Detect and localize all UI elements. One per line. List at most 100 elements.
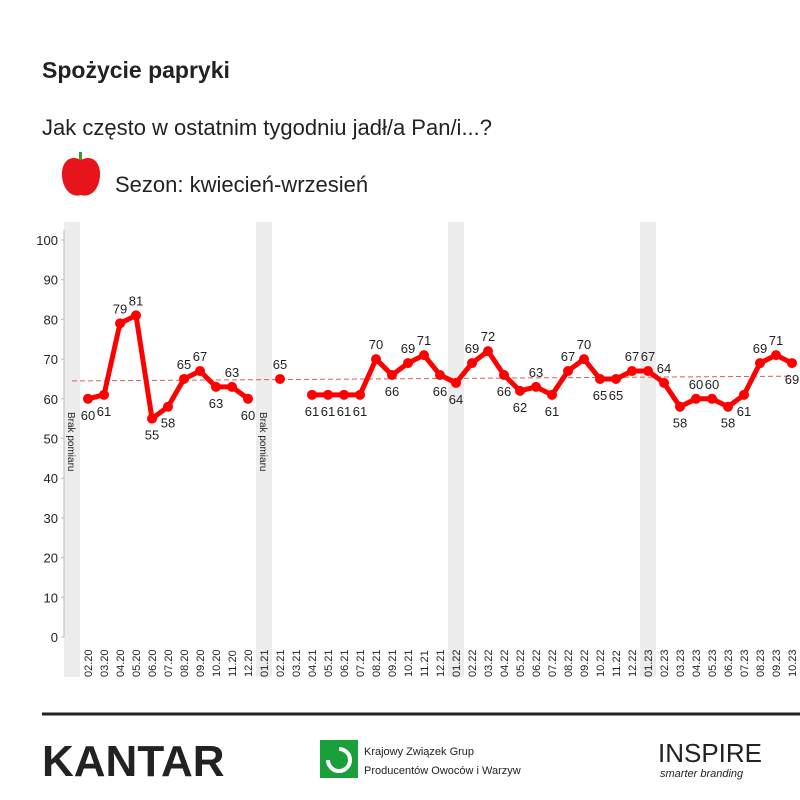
data-label: 61 [97, 404, 111, 419]
data-label: 62 [513, 400, 527, 415]
x-tick-label: 08.23 [755, 649, 767, 677]
x-tick-label: 06.20 [147, 649, 159, 677]
y-tick-label: 10 [44, 590, 58, 605]
logo-kantar: KANTAR [42, 737, 225, 786]
data-point [163, 401, 173, 412]
data-label: 81 [129, 293, 143, 308]
data-point [515, 385, 525, 396]
data-label: 63 [529, 365, 543, 380]
data-point [339, 389, 349, 400]
x-tick-label: 09.20 [195, 649, 207, 677]
data-point [99, 389, 109, 400]
logo-kzgpoiw-icon [320, 740, 358, 778]
data-label: 67 [561, 349, 575, 364]
x-tick-label: 06.21 [339, 649, 351, 677]
data-label: 67 [193, 349, 207, 364]
data-point [243, 393, 253, 404]
data-point [483, 346, 493, 357]
data-point [211, 381, 221, 392]
x-tick-label: 09.21 [387, 649, 399, 677]
data-point [131, 310, 141, 321]
data-label: 71 [417, 333, 431, 348]
x-tick-label: 02.21 [275, 649, 287, 677]
data-point [499, 369, 509, 380]
x-tick-label: 04.23 [691, 649, 703, 677]
data-label: 63 [209, 396, 223, 411]
data-label: 79 [113, 301, 127, 316]
data-label: 61 [353, 404, 367, 419]
x-tick-label: 10.22 [595, 649, 607, 677]
data-point [771, 350, 781, 361]
legend-label: Sezon: kwiecień-wrzesień [115, 172, 368, 197]
x-tick-label: 05.22 [515, 649, 527, 677]
data-label: 60 [705, 377, 719, 392]
x-tick-label: 11.21 [419, 650, 431, 677]
data-label: 58 [721, 416, 735, 431]
data-point [387, 369, 397, 380]
x-tick-label: 12.20 [243, 649, 255, 677]
x-tick-label: 05.21 [323, 649, 335, 677]
x-tick-label: 02.22 [467, 649, 479, 677]
data-label: 66 [497, 384, 511, 399]
x-tick-label: 12.21 [435, 649, 447, 677]
x-tick-label: 04.22 [499, 649, 511, 677]
x-tick-label: 01.22 [451, 649, 463, 677]
data-label: 60 [241, 408, 255, 423]
data-label: 61 [545, 404, 559, 419]
data-point [179, 373, 189, 384]
x-tick-label: 04.20 [115, 649, 127, 677]
x-tick-label: 10.20 [211, 649, 223, 677]
data-point [403, 358, 413, 369]
data-label: 69 [785, 372, 799, 387]
data-point [275, 373, 285, 384]
chart-subtitle: Jak często w ostatnim tygodniu jadł/a Pa… [42, 115, 492, 140]
data-point [579, 354, 589, 365]
data-label: 63 [225, 365, 239, 380]
x-tick-label: 09.23 [771, 649, 783, 677]
data-point [115, 318, 125, 329]
data-point [755, 358, 765, 369]
data-label: 71 [769, 333, 783, 348]
x-tick-label: 08.20 [179, 649, 191, 677]
x-tick-label: 01.21 [259, 649, 271, 677]
y-tick-label: 20 [44, 551, 58, 566]
data-label: 65 [273, 357, 287, 372]
data-point [739, 389, 749, 400]
data-point [307, 389, 317, 400]
data-label: 69 [401, 341, 415, 356]
x-tick-label: 07.23 [739, 649, 751, 677]
x-tick-label: 03.23 [675, 649, 687, 677]
x-tick-label: 12.22 [627, 649, 639, 677]
data-point [691, 393, 701, 404]
data-point [707, 393, 717, 404]
data-label: 58 [161, 416, 175, 431]
data-point [547, 389, 557, 400]
data-label: 58 [673, 416, 687, 431]
data-label: 61 [305, 404, 319, 419]
data-point [531, 381, 541, 392]
x-tick-label: 09.22 [579, 649, 591, 677]
data-label: 61 [737, 404, 751, 419]
data-label: 55 [145, 428, 159, 443]
x-tick-label: 05.20 [131, 649, 143, 677]
x-tick-label: 04.21 [307, 649, 319, 677]
data-point [787, 358, 797, 369]
trend-line [71, 375, 793, 382]
data-point [451, 377, 461, 388]
band [640, 222, 656, 677]
data-point [659, 377, 669, 388]
y-tick-label: 60 [44, 392, 58, 407]
y-tick-label: 80 [44, 312, 58, 327]
data-label: 66 [385, 384, 399, 399]
data-label: 69 [465, 341, 479, 356]
x-tick-label: 02.23 [659, 649, 671, 677]
data-label: 64 [657, 361, 671, 376]
data-point [227, 381, 237, 392]
data-label: 60 [689, 377, 703, 392]
data-label: 65 [177, 357, 191, 372]
y-tick-label: 0 [51, 630, 58, 645]
data-point [467, 358, 477, 369]
plot-area: 0 10 20 30 40 50 60 70 80 90 100 02.20 03.20 04.20 05.… [36, 222, 799, 677]
x-tick-label: 03.22 [483, 649, 495, 677]
x-tick-label: 06.22 [531, 649, 543, 677]
